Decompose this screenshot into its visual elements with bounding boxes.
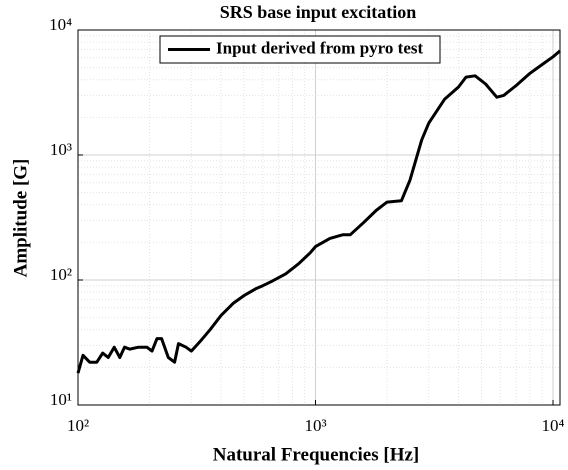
legend: Input derived from pyro test xyxy=(159,35,441,64)
y-tick-label: 10³ xyxy=(50,140,72,159)
y-tick-label: 10¹ xyxy=(50,390,72,409)
legend-label: Input derived from pyro test xyxy=(216,38,423,57)
y-tick-label: 10² xyxy=(50,265,72,284)
x-axis-label: Natural Frequencies [Hz] xyxy=(213,444,420,465)
chart-title: SRS base input excitation xyxy=(220,2,417,22)
y-tick-label: 10⁴ xyxy=(49,15,72,34)
x-tick-label: 10³ xyxy=(304,416,326,435)
x-tick-label: 10² xyxy=(67,416,89,435)
y-axis-label: Amplitude [G] xyxy=(10,159,31,278)
plot-area xyxy=(78,30,560,405)
x-tick-label: 10⁴ xyxy=(542,416,565,435)
data-line xyxy=(76,49,561,374)
plot-frame xyxy=(77,29,561,406)
